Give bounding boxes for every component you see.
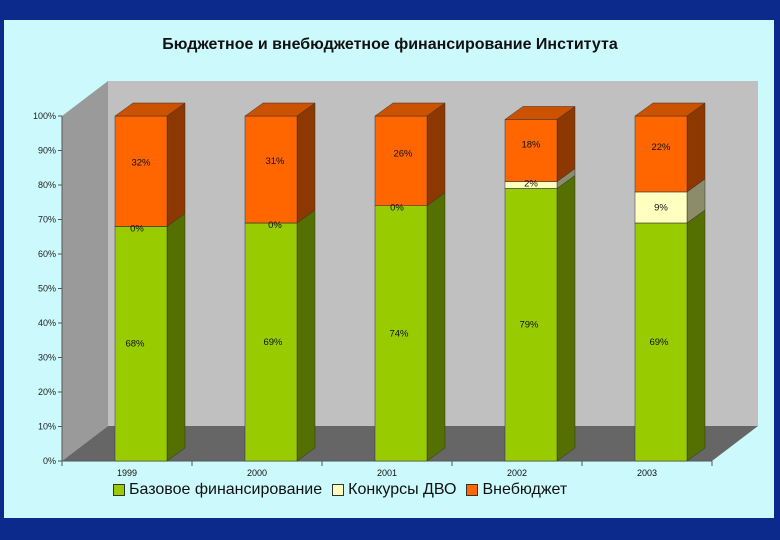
bar-segment [504, 119, 558, 182]
bar-top-face [114, 102, 186, 117]
bar-segment [374, 115, 428, 206]
data-label: 2% [524, 179, 538, 190]
y-tick-label: 30% [38, 353, 56, 363]
legend: Базовое финансирование Конкурсы ДВО Внеб… [113, 480, 567, 500]
bar-stack-2002 [504, 105, 576, 462]
data-label: 74% [389, 328, 409, 339]
data-label: 69% [649, 337, 669, 348]
legend-item-contests: Конкурсы ДВО [332, 481, 456, 499]
data-label: 0% [130, 223, 144, 234]
bar-segment [244, 222, 298, 462]
bar-top-face [244, 102, 316, 117]
legend-label-extrabudget: Внебюджет [482, 481, 568, 498]
data-label: 9% [654, 202, 668, 213]
bar-side-Базовое финансирование [296, 209, 316, 462]
x-tick-label: 2002 [507, 468, 527, 478]
bar-side-Внебюджет [686, 102, 706, 193]
bar-stack-1999 [114, 102, 186, 462]
legend-swatch-contests [332, 484, 345, 496]
bar-top-face [504, 106, 576, 120]
bar-segment [374, 205, 428, 462]
data-label: 26% [393, 148, 413, 159]
bar-stack-2001 [374, 102, 446, 462]
data-label: 68% [125, 339, 145, 350]
data-label: 0% [390, 203, 404, 214]
y-tick-label: 40% [38, 318, 56, 328]
y-tick-label: 20% [38, 387, 56, 397]
y-tick-label: 60% [38, 249, 56, 259]
bar-stack-2003 [634, 102, 706, 462]
legend-item-base: Базовое финансирование [113, 481, 322, 499]
y-tick-label: 70% [38, 215, 56, 225]
data-label: 18% [521, 139, 541, 150]
x-tick-label: 1999 [117, 468, 137, 478]
data-label: 32% [131, 158, 151, 169]
y-tick-label: 0% [43, 456, 56, 466]
chart-title: Бюджетное и внебюджетное финансирование … [162, 36, 618, 53]
y-tick-label: 80% [38, 180, 56, 190]
data-label: 31% [265, 156, 285, 167]
y-tick-label: 100% [33, 111, 56, 121]
legend-swatch-base [113, 484, 125, 496]
bar-side-Внебюджет [426, 102, 446, 207]
bar-side-Внебюджет [296, 102, 316, 224]
data-label: 69% [263, 337, 283, 348]
legend-label-base: Базовое финансирование [129, 481, 323, 498]
bar-side-Внебюджет [166, 102, 186, 227]
data-labels: 68% 0% 32% 69% 0% 31% 74% 0% 26% 79% 2% 18% 69% 9% 22% [125, 139, 671, 349]
y-tick-label: 90% [38, 146, 56, 156]
chart-bars [114, 102, 706, 462]
bar-side-Базовое финансирование [686, 209, 706, 462]
bar-stack-2000 [244, 102, 316, 462]
x-tick-label: 2003 [637, 468, 657, 478]
side-wall [62, 81, 108, 461]
bar-segment [114, 115, 168, 227]
bar-segment [634, 115, 688, 193]
bar-side-Базовое финансирование [166, 212, 186, 462]
bar-segment [634, 222, 688, 462]
legend-swatch-extrabudget [466, 484, 479, 496]
bar-side-Базовое финансирование [426, 192, 446, 462]
data-label: 0% [268, 220, 282, 231]
bar-segment [244, 115, 298, 224]
y-axis-ticks: 0% 10% 20% 30% 40% 50% 60% 70% 80% 90% 100% [33, 111, 62, 466]
x-tick-label: 2000 [247, 468, 267, 478]
bar-top-face [374, 102, 446, 117]
x-tick-label: 2001 [377, 468, 397, 478]
bar-segment [114, 226, 168, 462]
x-axis-ticks: 1999 2000 2001 2002 2003 [61, 461, 713, 478]
legend-item-extrabudget: Внебюджет [466, 481, 567, 499]
bar-segment [504, 188, 558, 462]
legend-label-contests: Конкурсы ДВО [348, 481, 457, 498]
bar-top-face [634, 102, 706, 117]
data-label: 22% [651, 142, 671, 153]
y-tick-label: 10% [38, 422, 56, 432]
y-tick-label: 50% [38, 284, 56, 294]
data-label: 79% [519, 320, 539, 331]
bar-side-Базовое финансирование [556, 174, 576, 462]
